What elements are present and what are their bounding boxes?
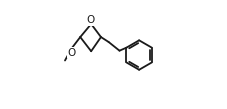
Text: O: O [68,48,76,58]
Text: O: O [87,15,95,25]
